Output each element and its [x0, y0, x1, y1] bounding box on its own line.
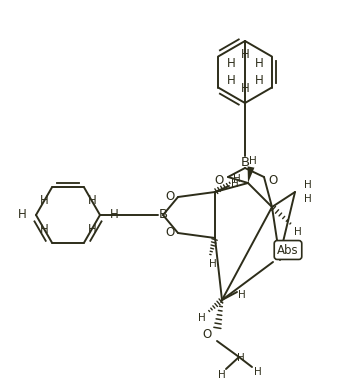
Text: H: H	[198, 313, 206, 323]
Text: Abs: Abs	[277, 243, 299, 257]
Text: H: H	[237, 353, 245, 363]
Text: H: H	[109, 209, 118, 222]
Text: H: H	[227, 74, 235, 87]
Text: H: H	[241, 48, 249, 61]
Text: O: O	[202, 328, 212, 341]
Text: H: H	[304, 194, 312, 204]
Text: O: O	[214, 174, 224, 187]
Text: H: H	[304, 180, 312, 190]
Text: B: B	[240, 156, 250, 169]
Text: H: H	[88, 223, 96, 236]
Text: H: H	[249, 156, 257, 166]
Text: H: H	[218, 370, 226, 380]
Text: O: O	[268, 174, 278, 187]
Text: H: H	[294, 227, 302, 237]
Text: H: H	[241, 83, 249, 96]
Text: H: H	[238, 290, 246, 300]
Polygon shape	[247, 166, 254, 183]
Text: H: H	[227, 57, 235, 70]
Text: H: H	[40, 194, 48, 207]
Text: H: H	[88, 194, 96, 207]
Text: O: O	[165, 227, 175, 240]
Text: H: H	[18, 209, 26, 222]
Text: H: H	[209, 259, 217, 269]
Text: B: B	[158, 209, 168, 222]
Text: O: O	[165, 190, 175, 204]
Text: H: H	[231, 179, 239, 189]
Text: H: H	[254, 367, 262, 377]
Text: H: H	[233, 174, 241, 184]
Text: H: H	[254, 74, 263, 87]
Text: H: H	[40, 223, 48, 236]
Text: H: H	[254, 57, 263, 70]
